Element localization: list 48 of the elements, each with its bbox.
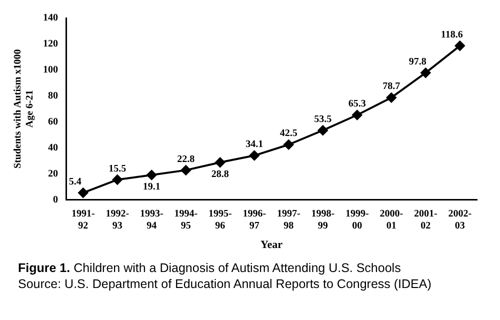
data-label: 5.4 [68, 176, 82, 188]
data-label: 78.7 [382, 81, 400, 92]
x-tick-label: 2001-02 [414, 208, 438, 232]
point [318, 125, 328, 136]
data-label: 53.5 [314, 114, 332, 125]
y-tick-label: 40 [48, 142, 58, 154]
x-tick-label: 1995-96 [208, 208, 232, 232]
x-tick-label: 1996-97 [242, 208, 266, 232]
x-tick-label: 1991-92 [71, 208, 95, 232]
y-tick-label: 60 [48, 116, 58, 128]
point [454, 40, 465, 51]
x-tick-label: 2000-01 [380, 208, 404, 232]
y-tick-label: 20 [48, 168, 58, 180]
y-tick-label: 0 [53, 194, 58, 206]
point [420, 68, 431, 78]
y-tick-label: 140 [43, 12, 58, 24]
data-label: 97.8 [408, 56, 426, 68]
point [215, 157, 226, 168]
point [249, 150, 260, 161]
x-tick-label: 1993-94 [140, 208, 164, 232]
x-tick-label: 1994-95 [174, 208, 198, 232]
data-label: 28.8 [211, 168, 229, 180]
data-label: 118.6 [440, 29, 463, 40]
x-tick-label: 1997-98 [276, 208, 300, 232]
y-axis-title: Students with Autism x1000 Age 6-21 [12, 49, 36, 168]
x-tick-label: 1998-99 [311, 208, 335, 232]
data-label: 34.1 [246, 139, 264, 150]
point [352, 110, 362, 120]
data-label: 65.3 [348, 98, 366, 110]
data-label: 15.5 [108, 163, 126, 174]
data-label: 42.5 [280, 128, 298, 140]
x-tick-label: 1999-00 [345, 208, 369, 232]
source-note: Source: U.S. Department of Education Annual Reports to Congress (IDEA) [18, 276, 432, 292]
point [284, 140, 294, 150]
caption: Figure 1. Children with a Diagnosis of Autism Attending U.S. Schools [18, 260, 402, 276]
point [386, 92, 396, 103]
data-label: 22.8 [177, 154, 195, 165]
x-tick-label: 2002-03 [448, 208, 472, 232]
point [180, 165, 191, 176]
point [78, 188, 88, 198]
x-tick-label: 1992-93 [106, 208, 130, 232]
point [112, 174, 122, 185]
data-label: 19.1 [142, 182, 160, 193]
y-tick-label: 80 [48, 90, 58, 102]
y-tick-label: 100 [43, 64, 58, 76]
x-axis-title: Year [260, 239, 283, 252]
point [146, 170, 157, 180]
y-tick-label: 120 [43, 38, 58, 50]
